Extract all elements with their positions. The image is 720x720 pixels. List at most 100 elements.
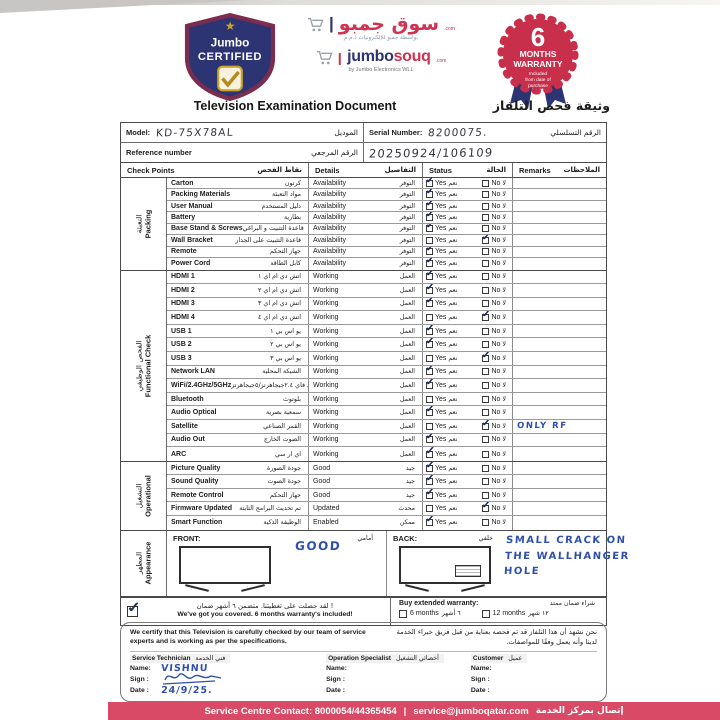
- remark-handwritten[interactable]: ONLY RF: [516, 421, 568, 432]
- status-yes-group: ✓ Yes نعم: [424, 325, 460, 335]
- status-no-checkbox[interactable]: [482, 341, 490, 349]
- status-yes-label-ar: نعم: [448, 368, 458, 376]
- status-no-checkbox[interactable]: [482, 260, 490, 268]
- status-no-checkbox[interactable]: [482, 225, 490, 233]
- status-yes-checkbox[interactable]: ✓: [424, 366, 436, 376]
- checkpoint-name-en: USB 3: [171, 354, 192, 362]
- status-no-label: No: [491, 191, 501, 199]
- check-row-arc: ARC اي ار سي Working العمل ✓ Yes نعم No لا: [167, 447, 606, 461]
- status-yes-group: ✓ Yes نعم: [424, 224, 460, 233]
- status-yes-checkbox[interactable]: ✓: [424, 224, 436, 233]
- status-no-checkbox[interactable]: [482, 450, 490, 458]
- back-condition-handwritten[interactable]: SMALL CRACK ON THE WALLHANGER HOLE: [503, 534, 631, 577]
- checkpoint-cell: HDMI 3 اتش دي ام اي ٣: [167, 297, 309, 311]
- status-yes-checkbox[interactable]: ✓: [424, 258, 436, 268]
- status-no-checkbox[interactable]: [482, 300, 490, 308]
- status-yes-label-ar: نعم: [448, 354, 458, 362]
- technician-signature[interactable]: [161, 669, 225, 685]
- front-condition-handwritten[interactable]: GOOD: [294, 538, 342, 553]
- details-cell: Availability التوفر: [309, 200, 423, 212]
- status-yes-checkbox[interactable]: [426, 505, 433, 513]
- reference-value-handwritten[interactable]: 20250924/106109: [368, 144, 494, 161]
- status-no-checkbox[interactable]: [482, 395, 490, 403]
- status-no-checkbox[interactable]: [482, 248, 490, 256]
- checkpoint-name-ar: جهاز التحكم: [269, 248, 301, 256]
- status-yes-checkbox[interactable]: ✓: [424, 298, 436, 308]
- status-no-checkbox[interactable]: [482, 179, 490, 187]
- technician-name-handwritten[interactable]: VISHNU: [160, 662, 209, 674]
- status-no-checkbox[interactable]: ✓: [481, 352, 493, 362]
- warranty-12-months-checkbox[interactable]: [481, 609, 490, 618]
- status-no-checkbox[interactable]: [482, 491, 490, 499]
- footer-email[interactable]: service@jumboqatar.com: [413, 705, 529, 717]
- warranty-included-checkbox[interactable]: ✓: [126, 598, 142, 617]
- serial-label: Serial Number:: [369, 128, 423, 137]
- status-yes-checkbox[interactable]: ✓: [424, 516, 436, 527]
- status-yes-checkbox[interactable]: [426, 314, 433, 322]
- status-no-checkbox[interactable]: [482, 478, 490, 486]
- status-yes-label-ar: نعم: [448, 450, 458, 458]
- status-yes-checkbox[interactable]: ✓: [424, 462, 436, 472]
- status-no-checkbox[interactable]: ✓: [481, 420, 493, 430]
- status-yes-checkbox[interactable]: ✓: [424, 379, 436, 390]
- status-yes-checkbox[interactable]: ✓: [424, 178, 436, 187]
- status-yes-checkbox[interactable]: ✓: [424, 271, 436, 281]
- status-no-checkbox[interactable]: [482, 202, 490, 210]
- status-no-checkbox[interactable]: [482, 286, 490, 294]
- status-yes-checkbox[interactable]: ✓: [424, 447, 436, 458]
- status-no-checkbox[interactable]: [482, 409, 490, 417]
- serial-value-handwritten[interactable]: 8200075.: [427, 126, 489, 139]
- status-yes-checkbox[interactable]: ✓: [424, 406, 436, 417]
- status-no-checkbox[interactable]: [482, 436, 490, 444]
- detail-en: Working: [313, 286, 339, 294]
- status-yes-checkbox[interactable]: [426, 395, 433, 403]
- warranty-6-months-checkbox[interactable]: [399, 609, 407, 618]
- remarks-cell: [513, 311, 606, 324]
- section-functional-check: الفحص الوظيفي Functional Check HDMI 1 اتش د…: [121, 270, 606, 462]
- checkpoint-cell: Carton كرتون: [167, 178, 309, 189]
- status-no-checkbox[interactable]: ✓: [481, 502, 493, 513]
- check-mark: ✓: [480, 352, 493, 362]
- status-yes-checkbox[interactable]: ✓: [424, 201, 436, 210]
- status-yes-label-ar: نعم: [448, 409, 458, 417]
- status-yes-checkbox[interactable]: ✓: [424, 475, 436, 486]
- status-yes-checkbox[interactable]: ✓: [424, 338, 436, 349]
- status-no-label: No: [491, 225, 501, 233]
- status-no-checkbox[interactable]: [482, 214, 490, 222]
- detail-en: Working: [313, 314, 339, 322]
- status-yes-checkbox[interactable]: ✓: [424, 212, 436, 222]
- status-yes-checkbox[interactable]: [426, 422, 433, 430]
- status-no-checkbox[interactable]: [482, 464, 490, 472]
- technician-date-handwritten[interactable]: 24/9/25.: [160, 684, 213, 696]
- jumbosouq-byline: by Jumbo Electronics WLL: [348, 67, 414, 73]
- status-yes-checkbox[interactable]: ✓: [424, 434, 436, 444]
- status-yes-checkbox[interactable]: [426, 236, 433, 244]
- status-yes-checkbox[interactable]: ✓: [424, 189, 436, 199]
- model-value-handwritten[interactable]: KD-75X78AL: [155, 126, 235, 139]
- status-yes-checkbox[interactable]: ✓: [424, 247, 436, 256]
- status-yes-label: Yes: [435, 273, 447, 281]
- remarks-cell: [513, 325, 606, 338]
- status-yes-checkbox[interactable]: ✓: [424, 325, 436, 335]
- status-no-group: No لا: [482, 450, 509, 458]
- status-no-checkbox[interactable]: [482, 368, 490, 376]
- status-no-checkbox[interactable]: [482, 273, 490, 281]
- service-centre-footer: Service Centre Contact: 8000054/44365454…: [108, 702, 720, 720]
- sign-label: Sign :: [130, 675, 149, 683]
- status-yes-label: Yes: [435, 327, 447, 335]
- checkpoint-name-en: USB 2: [171, 341, 192, 349]
- status-yes-group: ✓ Yes نعم: [424, 271, 460, 281]
- check-row-audio-out: Audio Out الصوت الخارج Working العمل ✓ Yes نعم…: [167, 433, 606, 448]
- status-no-checkbox[interactable]: [482, 519, 490, 527]
- status-yes-checkbox[interactable]: ✓: [424, 489, 436, 499]
- back-label-ar: خلفي: [478, 534, 493, 542]
- status-no-checkbox[interactable]: ✓: [481, 311, 493, 322]
- remarks-cell: [513, 516, 606, 530]
- detail-ar: التوفر: [399, 214, 415, 222]
- status-yes-checkbox[interactable]: [426, 354, 433, 362]
- status-no-checkbox[interactable]: [482, 327, 490, 335]
- status-no-checkbox[interactable]: [482, 382, 490, 390]
- status-no-checkbox[interactable]: [482, 191, 490, 199]
- status-yes-checkbox[interactable]: ✓: [424, 284, 436, 294]
- status-no-checkbox[interactable]: ✓: [481, 235, 493, 244]
